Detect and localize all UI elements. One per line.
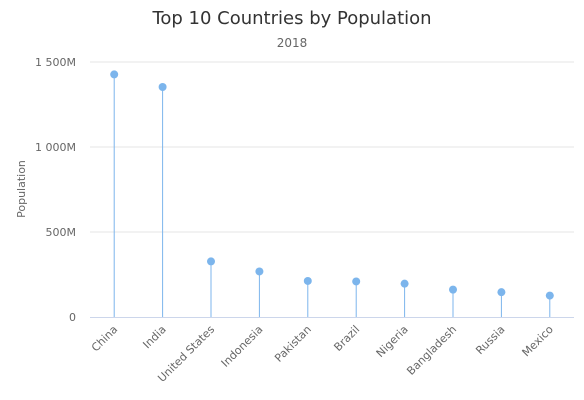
data-point[interactable] <box>449 285 457 294</box>
x-tick-label: Nigeria <box>374 323 411 360</box>
y-axis-label: Population <box>15 160 28 218</box>
data-point[interactable] <box>303 276 312 285</box>
x-tick-label: Indonesia <box>219 323 266 370</box>
grid-layer <box>90 61 574 233</box>
y-tick-label: 500M <box>46 226 77 239</box>
data-point[interactable] <box>545 291 554 300</box>
chart-subtitle: 2018 <box>277 36 308 50</box>
data-point[interactable] <box>158 82 167 91</box>
x-tick-label: Brazil <box>331 323 362 354</box>
data-point[interactable] <box>207 257 215 266</box>
y-axis-ticks: 0 500M 1 000M 1 500M <box>35 56 76 324</box>
data-point[interactable] <box>400 279 409 288</box>
data-point[interactable] <box>255 267 264 276</box>
x-tick-label: Russia <box>473 323 507 357</box>
y-tick-label: 1 000M <box>35 141 76 154</box>
y-tick-label: 0 <box>69 311 76 324</box>
data-point[interactable] <box>352 277 361 286</box>
x-tick-label: Bangladesh <box>404 323 459 378</box>
chart-title: Top 10 Countries by Population <box>151 8 431 29</box>
x-tick-label: India <box>140 323 168 351</box>
x-tick-label: Pakistan <box>272 323 314 365</box>
x-tick-label: China <box>89 323 120 354</box>
x-tick-label: Mexico <box>520 323 557 360</box>
lollipop-stems <box>113 74 551 317</box>
y-tick-label: 1 500M <box>35 56 76 69</box>
lollipop-points <box>110 70 554 300</box>
data-point[interactable] <box>497 288 506 297</box>
data-point[interactable] <box>110 70 119 79</box>
